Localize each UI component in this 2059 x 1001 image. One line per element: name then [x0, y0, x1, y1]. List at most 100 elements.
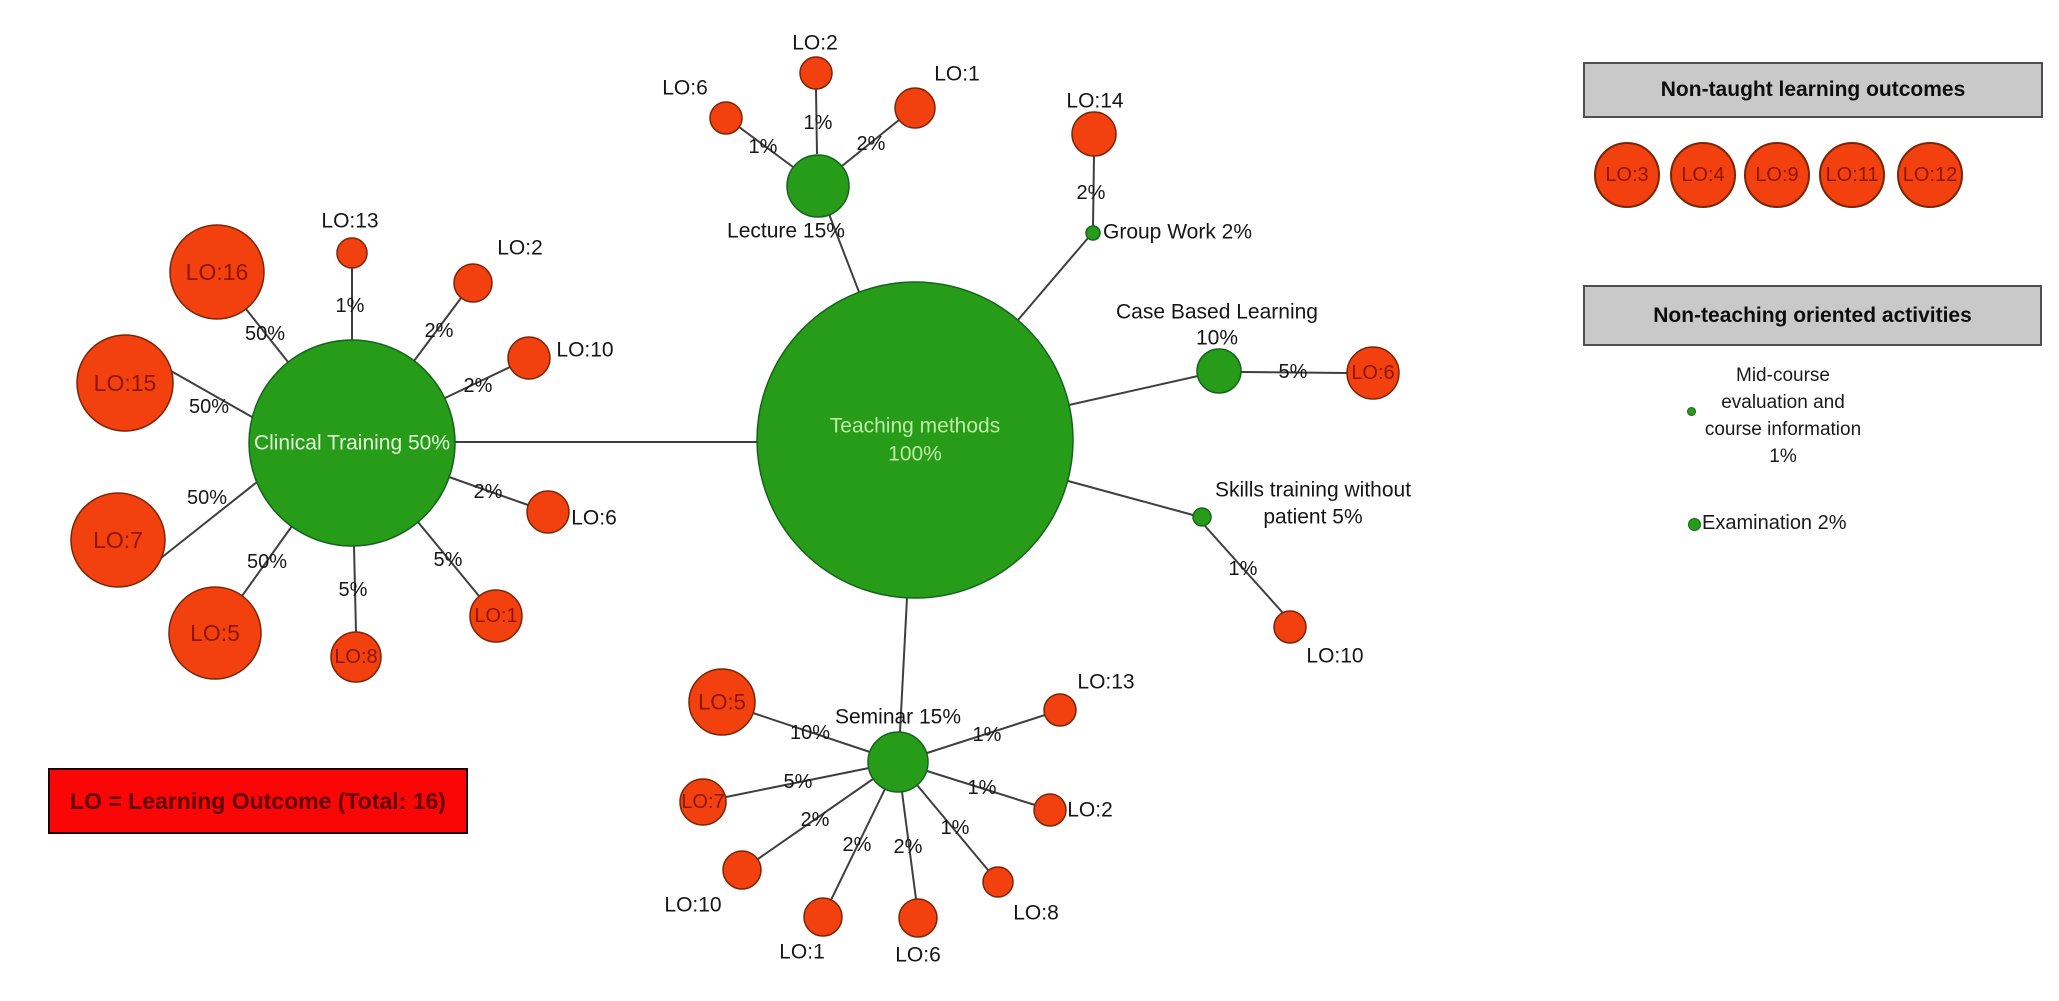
edge-percent-label: 50% — [189, 396, 229, 418]
edge-line — [841, 119, 900, 167]
edge-line — [1204, 525, 1284, 614]
node-clinical-lo2-label: LO:2 — [497, 237, 543, 260]
node-clinical-lo1-inner-label: LO:1 — [474, 605, 517, 627]
edge-line — [757, 778, 874, 860]
edge-line — [160, 481, 258, 559]
node-skills-lo10-label: LO:10 — [1306, 645, 1363, 668]
node-clinical-lo6 — [526, 490, 570, 534]
non-teaching-title: Non-teaching oriented activities — [1653, 303, 1972, 327]
mid-course-line: 1% — [1769, 446, 1797, 467]
edge-percent-label: 2% — [801, 809, 830, 831]
edge-percent-label: 50% — [187, 487, 227, 509]
legend-note-text: LO = Learning Outcome (Total: 16) — [70, 787, 446, 814]
node-seminar-lo2-label: LO:2 — [1067, 799, 1113, 822]
mid-course-item: Mid-course evaluation and course informa… — [1633, 362, 1933, 470]
edge-line — [926, 770, 1036, 806]
node-skills-training-label: Skills training without — [1215, 479, 1411, 502]
node-seminar-lo10 — [722, 850, 762, 890]
edge-percent-label: 50% — [245, 323, 285, 345]
examination-dot-icon — [1688, 518, 1701, 531]
node-lecture-lo2 — [799, 56, 833, 90]
node-seminar — [867, 731, 929, 793]
non-taught-header: Non-taught learning outcomes — [1583, 62, 2043, 118]
mid-course-dot-icon — [1687, 407, 1696, 416]
node-clinical-lo8-inner-label: LO:8 — [334, 646, 377, 668]
edge-line — [916, 784, 989, 871]
node-teaching-methods-inner-label: 100% — [888, 443, 942, 466]
edge-line — [752, 712, 871, 753]
edge-line — [901, 791, 917, 900]
mid-course-line: Mid-course — [1736, 365, 1830, 386]
mid-course-line: course information — [1704, 419, 1862, 440]
edge-percent-label: 5% — [434, 549, 463, 571]
non-teaching-header: Non-teaching oriented activities — [1583, 285, 2042, 346]
node-clinical-lo13-label: LO:13 — [321, 210, 378, 233]
node-lecture-lo1-label: LO:1 — [934, 63, 980, 86]
node-seminar-lo8-label: LO:8 — [1013, 902, 1059, 925]
outcome-label: LO:9 — [1755, 163, 1799, 186]
edge-line — [738, 126, 794, 168]
node-seminar-lo1 — [803, 897, 843, 937]
node-clinical-lo13 — [336, 237, 368, 269]
legend-note-box: LO = Learning Outcome (Total: 16) — [48, 768, 468, 834]
node-lecture-lo6-label: LO:6 — [662, 77, 708, 100]
edge-line — [815, 88, 818, 155]
node-clinical-lo5 — [168, 586, 262, 680]
node-case-based-learning-label: 10% — [1196, 327, 1238, 350]
edge-line — [725, 767, 870, 798]
edge-percent-label: 1% — [336, 295, 365, 317]
edge-line — [241, 525, 293, 597]
non-taught-outcome-circle: LO:3 — [1594, 142, 1660, 208]
node-lecture-label: Lecture 15% — [727, 220, 845, 243]
node-seminar-lo13-label: LO:13 — [1077, 671, 1134, 694]
mid-course-line: evaluation and — [1721, 392, 1845, 413]
node-clinical-lo15-inner-label: LO:15 — [94, 370, 157, 396]
non-taught-outcome-circle: LO:9 — [1744, 142, 1810, 208]
edge-line — [417, 521, 480, 597]
node-clinical-lo2 — [453, 263, 493, 303]
edge-line — [1092, 155, 1095, 227]
edge-line — [245, 308, 289, 363]
node-seminar-label: Seminar 15% — [835, 706, 961, 729]
node-clinical-training — [248, 339, 456, 547]
node-teaching-methods — [756, 281, 1074, 599]
node-seminar-lo13 — [1043, 693, 1077, 727]
node-seminar-lo2 — [1033, 793, 1067, 827]
edge-line — [1067, 480, 1194, 516]
node-clinical-lo6-label: LO:6 — [571, 507, 617, 530]
edge-percent-label: 50% — [247, 551, 287, 573]
node-clinical-lo10 — [507, 336, 551, 380]
edge-line — [926, 714, 1046, 754]
node-clinical-lo5-inner-label: LO:5 — [190, 620, 240, 646]
edge-line — [1017, 237, 1089, 321]
edge-line — [899, 597, 908, 733]
edge-percent-label: 2% — [474, 481, 503, 503]
edge-percent-label: 1% — [973, 724, 1002, 746]
node-clinical-lo7-inner-label: LO:7 — [93, 527, 143, 553]
node-group-work — [1085, 225, 1101, 241]
outcome-label: LO:11 — [1825, 163, 1879, 186]
node-skills-training — [1192, 507, 1212, 527]
outcome-label: LO:4 — [1681, 163, 1725, 186]
node-clinical-lo1 — [469, 589, 523, 643]
edge-line — [448, 476, 529, 506]
edge-percent-label: 1% — [1229, 558, 1258, 580]
node-lecture — [786, 154, 850, 218]
non-taught-outcome-circle: LO:11 — [1819, 142, 1885, 208]
outcome-label: LO:12 — [1902, 163, 1958, 186]
examination-item: Examination 2% — [1702, 512, 1847, 534]
node-seminar-lo10-label: LO:10 — [664, 894, 721, 917]
node-teaching-methods-inner-label: Teaching methods — [830, 415, 1000, 438]
edge-line — [1068, 375, 1199, 406]
edge-line — [1240, 371, 1348, 374]
node-clinical-lo15 — [76, 334, 174, 432]
node-seminar-lo8 — [982, 866, 1014, 898]
node-seminar-lo7-inner-label: LO:7 — [681, 791, 724, 813]
node-seminar-lo5 — [688, 668, 756, 736]
non-taught-outcome-circle: LO:12 — [1897, 142, 1963, 208]
edge-percent-label: 2% — [857, 133, 886, 155]
node-group-work-lo14 — [1071, 111, 1117, 157]
node-seminar-lo6-label: LO:6 — [895, 944, 941, 967]
edge-line — [170, 370, 253, 418]
